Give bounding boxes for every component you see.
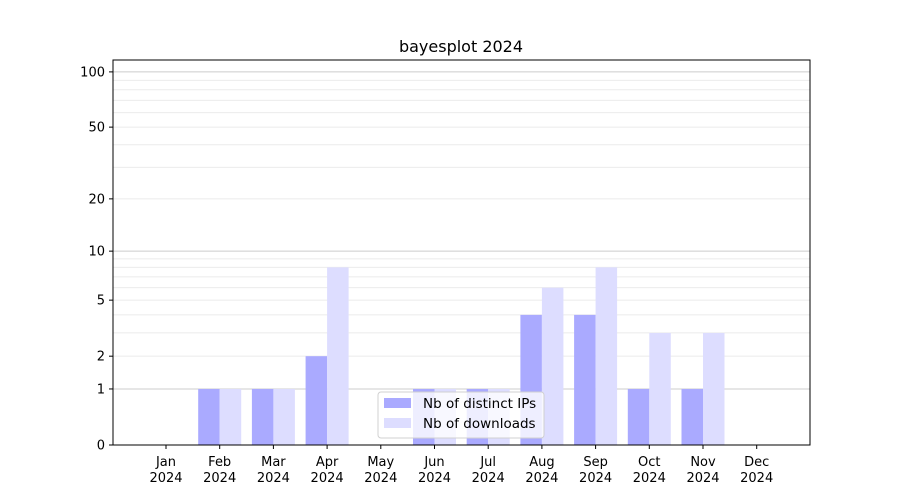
y-tick-label: 20: [88, 192, 105, 207]
x-tick-label: 2024: [203, 471, 236, 486]
x-tick-label: 2024: [472, 471, 505, 486]
bar-downloads: [273, 388, 295, 445]
x-tick-label: Apr: [316, 455, 339, 470]
legend-swatch: [384, 418, 411, 428]
x-tick-label: Oct: [638, 455, 660, 470]
bar-distinct-ips: [681, 388, 703, 445]
x-tick-label: 2024: [149, 471, 182, 486]
bar-distinct-ips: [198, 388, 220, 445]
x-tick-label: 2024: [633, 471, 666, 486]
x-tick-label: 2024: [686, 471, 719, 486]
x-tick-label: Feb: [208, 455, 231, 470]
x-tick-label: 2024: [257, 471, 290, 486]
legend-box: [377, 391, 545, 439]
legend: Nb of distinct IPs Nb of downloads: [377, 391, 545, 439]
bar-distinct-ips: [574, 314, 596, 445]
bar-downloads: [703, 332, 725, 445]
bar-downloads: [327, 267, 349, 445]
x-tick-label: Jun: [423, 455, 444, 470]
x-tick-label: Jul: [479, 455, 496, 470]
plot-frame: [112, 59, 811, 446]
legend-label: Nb of downloads: [423, 416, 536, 432]
x-tick-label: Dec: [744, 455, 769, 470]
bar-distinct-ips: [251, 388, 274, 445]
y-tick-label: 0: [97, 439, 105, 454]
y-tick-label: 50: [88, 121, 105, 136]
x-tick-label: Nov: [690, 455, 716, 470]
y-tick-label: 5: [97, 294, 105, 309]
x-tick-label: 2024: [525, 471, 558, 486]
x-tick-label: 2024: [364, 471, 397, 486]
bar-downloads: [541, 287, 564, 445]
x-tick-label: Jan: [155, 455, 176, 470]
x-tick-label: Sep: [583, 455, 608, 470]
x-tick-label: Aug: [529, 455, 554, 470]
y-tick-label: 1: [97, 382, 105, 397]
x-tick-label: 2024: [311, 471, 344, 486]
x-tick-label: 2024: [418, 471, 451, 486]
bar-downloads: [649, 332, 671, 445]
x-tick-label: 2024: [740, 471, 773, 486]
x-tick-label: Mar: [261, 455, 286, 470]
bar-downloads: [219, 388, 242, 445]
x-tick-label: 2024: [579, 471, 612, 486]
bar-distinct-ips: [627, 388, 650, 445]
x-tick-label: May: [367, 455, 394, 470]
y-tick-label: 2: [97, 350, 105, 365]
bar-downloads: [595, 267, 618, 445]
legend-swatch: [384, 398, 411, 408]
chart-title: bayesplot 2024: [399, 37, 523, 56]
y-tick-label: 100: [80, 65, 105, 80]
legend-label: Nb of distinct IPs: [423, 396, 536, 412]
y-tick-label: 10: [88, 245, 105, 260]
bar-distinct-ips: [305, 356, 328, 445]
